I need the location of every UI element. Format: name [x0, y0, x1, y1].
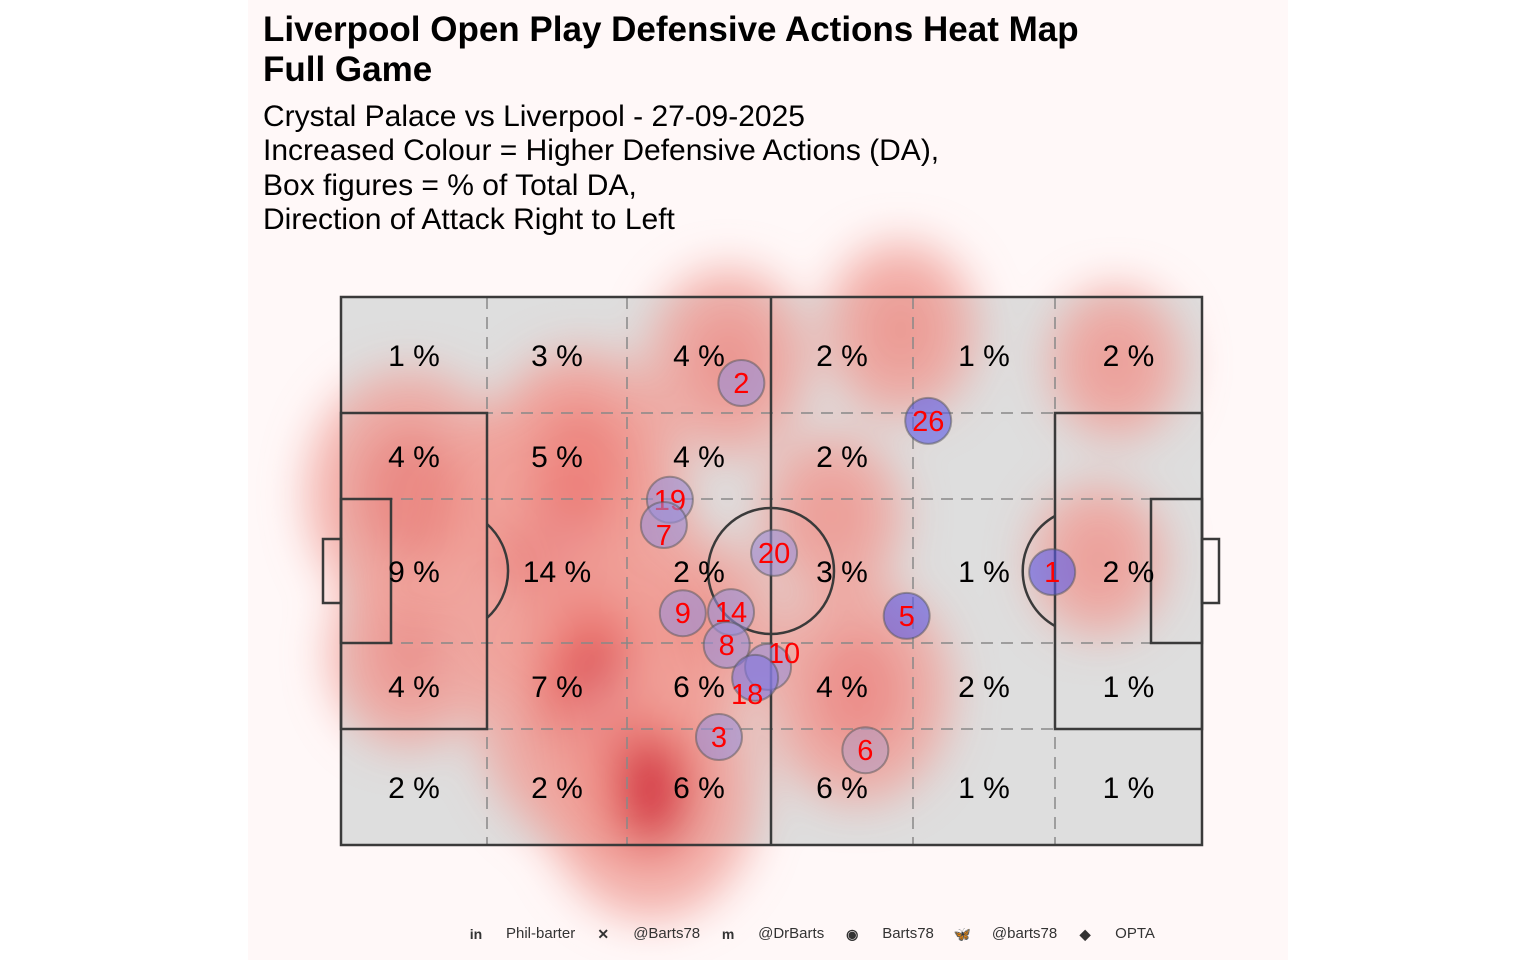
zone-percentage-label: 2 % [531, 772, 583, 805]
zone-percentage-label: 6 % [673, 772, 725, 805]
player-marker: 5 [882, 591, 931, 640]
player-circle [750, 528, 799, 577]
player-marker: 2 [717, 359, 766, 408]
zone-percentage-label: 1 % [958, 340, 1010, 373]
player-circle [841, 726, 890, 775]
zone-percentage-label: 6 % [673, 671, 725, 704]
player-number: 20 [758, 538, 790, 570]
bluesky-icon: 🦋 [953, 925, 972, 942]
zone-percentage-label: 1 % [388, 340, 440, 373]
footer-text: @barts78 [991, 925, 1058, 942]
subtitle-line: Increased Colour = Higher Defensive Acti… [263, 134, 940, 167]
zone-percentage-label: 9 % [388, 556, 440, 589]
player-marker: 26 [904, 396, 953, 445]
player-number: 2 [733, 368, 749, 400]
zone-percentage-label: 4 % [388, 441, 440, 474]
zone-percentage-label: 2 % [816, 340, 868, 373]
player-marker: 20 [750, 528, 799, 577]
footer-text: @DrBarts [758, 925, 825, 942]
heat-layer [306, 241, 1183, 921]
player-marker: 1 [1028, 548, 1077, 597]
player-number: 18 [731, 679, 763, 711]
player-marker: 7 [639, 500, 688, 552]
github-icon: ◉ [846, 925, 859, 942]
heat-blob-peak [620, 740, 681, 841]
heat-blob-core [800, 476, 863, 556]
zone-percentage-label: 3 % [531, 340, 583, 373]
zone-percentage-label: 4 % [816, 671, 868, 704]
zone-percentage-label: 4 % [388, 671, 440, 704]
zone-percentage-label: 2 % [673, 556, 725, 589]
footer: in Phil-barter ✕ @Barts78 m @DrBarts ◉ Barts… [468, 925, 1175, 942]
player-number: 1 [1044, 557, 1060, 589]
player-number: 26 [912, 406, 944, 438]
zone-percentage-label: 1 % [1103, 671, 1155, 704]
footer-text: OPTA [1115, 925, 1155, 942]
player-circle [658, 589, 707, 638]
zone-percentage-label: 2 % [958, 671, 1010, 704]
x-icon: ✕ [597, 925, 610, 942]
player-number: 8 [719, 630, 735, 662]
zone-percentage-label: 1 % [958, 772, 1010, 805]
player-number: 5 [899, 601, 915, 633]
footer-text: Phil-barter [506, 925, 576, 942]
mastodon-icon: m [721, 925, 735, 942]
player-marker: 3 [694, 713, 743, 762]
player-circle [882, 591, 931, 640]
dropbox-icon: ◆ [1079, 925, 1091, 942]
zone-percentage-label: 14 % [523, 556, 591, 589]
player-circle [717, 359, 766, 408]
player-circle [731, 653, 780, 702]
player-marker: 18 [731, 653, 780, 711]
zone-percentage-label: 2 % [816, 441, 868, 474]
zone-percentage-label: 6 % [816, 772, 868, 805]
subtitle-line: Box figures = % of Total DA, [263, 169, 637, 202]
linkedin-icon: in [469, 925, 483, 942]
player-marker: 6 [841, 726, 890, 775]
heat-blob-core [1070, 524, 1127, 596]
player-circle [694, 713, 743, 762]
zone-percentage-label: 2 % [1103, 340, 1155, 373]
player-number: 6 [857, 735, 873, 767]
chart-title-line2: Full Game [263, 50, 433, 89]
zone-percentage-label: 3 % [816, 556, 868, 589]
player-circle [904, 396, 953, 445]
player-circle [639, 500, 688, 549]
zone-labels: 1 % 3 % 4 % 2 % 1 % 2 %4 % 5 % 4 % 2 %9 % 14 % 2 %… [388, 340, 1154, 805]
heat-blob-core [357, 424, 462, 564]
player-number: 3 [711, 722, 727, 754]
heat-blob-core [536, 400, 629, 523]
heat-blob-core [1087, 327, 1144, 399]
heat-blob-core [866, 285, 935, 374]
player-circle [702, 620, 751, 669]
player-number: 9 [675, 598, 691, 630]
player-circle [1028, 548, 1077, 597]
subtitle-line: Direction of Attack Right to Left [263, 203, 675, 236]
zone-percentage-label: 1 % [1103, 772, 1155, 805]
zone-percentage-label: 2 % [1103, 556, 1155, 589]
zone-percentage-label: 5 % [531, 441, 583, 474]
chart-title: Liverpool Open Play Defensive Actions He… [263, 10, 1079, 49]
player-number: 7 [656, 520, 672, 552]
zone-percentage-label: 1 % [958, 556, 1010, 589]
zone-percentage-label: 7 % [531, 671, 583, 704]
footer-text: @Barts78 [633, 925, 701, 942]
zone-percentage-label: 4 % [673, 441, 725, 474]
footer-text: Barts78 [882, 925, 934, 942]
zone-percentage-label: 4 % [673, 340, 725, 373]
player-marker: 9 [658, 589, 707, 638]
heat-blob-core [811, 630, 904, 753]
zone-percentage-label: 2 % [388, 772, 440, 805]
subtitle-line: Crystal Palace vs Liverpool - 27-09-2025 [263, 100, 805, 133]
player-marker: 8 [702, 620, 751, 669]
